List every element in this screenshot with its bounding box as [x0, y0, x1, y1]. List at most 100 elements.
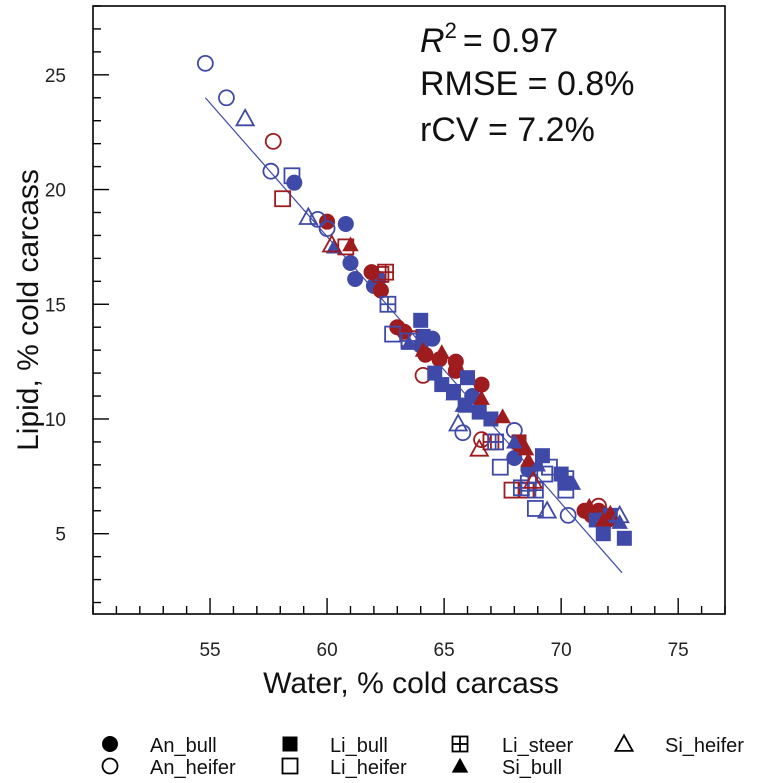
data-point — [218, 89, 235, 107]
data-point — [559, 506, 577, 524]
regression-line-path — [204, 97, 623, 574]
data-point — [520, 452, 537, 467]
data-point — [454, 424, 472, 442]
data-point — [318, 220, 336, 237]
r2-value: = 0.97 — [463, 22, 558, 60]
legend-label: Li_heifer — [330, 757, 407, 779]
data-point — [527, 481, 544, 499]
data-point — [342, 254, 359, 271]
data-point — [264, 132, 282, 150]
data-point — [473, 376, 490, 393]
rcv-text: rCV = 7.2% — [420, 111, 595, 149]
legend-item-li-heifer: Li_heifer — [281, 757, 407, 779]
x-tick-label: 55 — [199, 640, 220, 661]
data-point — [491, 458, 509, 476]
r2-exponent: 2 — [445, 18, 457, 43]
r2-text: R2 = 0.97 — [420, 18, 558, 60]
data-point — [454, 396, 472, 412]
data-point — [487, 433, 505, 451]
data-point — [321, 234, 342, 253]
data-point — [447, 353, 464, 370]
data-point — [469, 438, 490, 457]
legend-label: Li_bull — [330, 735, 388, 757]
data-point — [400, 335, 418, 350]
legend-item-si-heifer: Si_heifer — [613, 733, 744, 757]
data-point — [494, 408, 511, 424]
legend-label: Li_steer — [502, 735, 573, 757]
data-point — [309, 210, 327, 228]
legend-label: An_heifer — [150, 757, 236, 779]
axis-ticks — [92, 5, 726, 614]
regression-line — [204, 97, 623, 574]
data-point — [503, 481, 521, 499]
data-point — [337, 215, 354, 232]
data-point — [433, 344, 451, 360]
data-point — [372, 282, 389, 299]
data-point — [506, 433, 523, 449]
data-point — [298, 206, 319, 225]
tick-labels: 55 60 65 70 75 5 10 15 20 25 — [45, 66, 689, 661]
data-point — [536, 500, 558, 519]
legend-marker — [281, 757, 299, 775]
y-tick-label: 10 — [45, 410, 66, 431]
y-tick-label: 15 — [45, 295, 66, 316]
legend-marker — [613, 733, 635, 752]
data-point — [473, 431, 490, 449]
legend-item-si-bull: Si_bull — [451, 757, 562, 779]
x-tick-label: 70 — [551, 640, 572, 661]
data-point — [347, 271, 364, 288]
data-point — [483, 411, 499, 427]
x-tick-label: 65 — [434, 640, 455, 661]
plot-frame — [92, 5, 726, 615]
legend-marker — [101, 757, 119, 775]
x-axis-label: Water, % cold carcass — [263, 667, 559, 700]
x-tick-label: 60 — [317, 640, 338, 661]
data-points — [196, 54, 632, 546]
legend-label: Si_bull — [502, 757, 562, 779]
y-tick-label: 5 — [55, 525, 66, 546]
y-tick-label: 20 — [45, 181, 66, 202]
data-point — [342, 236, 359, 252]
legend-label: Si_heifer — [665, 735, 744, 757]
data-point — [434, 377, 450, 393]
y-axis-label: Lipid, % cold carcass — [12, 169, 45, 451]
data-point — [580, 497, 598, 513]
data-point — [262, 162, 280, 180]
data-point — [196, 54, 214, 72]
data-point — [377, 263, 394, 281]
legend-item-li-bull: Li_bull — [282, 735, 388, 757]
data-point — [471, 404, 487, 420]
stats-annotation: R2 = 0.97 RMSE = 0.8% rCV = 7.2% — [420, 18, 634, 149]
legend-marker — [451, 735, 469, 753]
data-point — [234, 107, 256, 127]
legend-marker — [102, 736, 118, 752]
data-point — [415, 328, 431, 344]
y-tick-label: 25 — [45, 66, 66, 87]
data-point — [325, 238, 343, 254]
data-point — [529, 456, 546, 472]
legend-label: An_bull — [150, 735, 217, 757]
legend-marker — [451, 757, 469, 773]
data-point — [517, 440, 535, 456]
x-tick-label: 75 — [668, 640, 689, 661]
data-point — [445, 385, 462, 401]
data-point — [557, 481, 575, 499]
legend-item-li-steer: Li_steer — [451, 735, 573, 757]
legend-item-an-bull: An_bull — [102, 735, 217, 757]
data-point — [379, 295, 397, 313]
data-point — [460, 370, 476, 386]
data-point — [384, 325, 402, 343]
data-point — [522, 470, 544, 489]
data-point — [274, 190, 292, 208]
data-point — [616, 530, 632, 546]
data-point — [413, 312, 429, 328]
legend-marker — [282, 736, 298, 752]
data-point — [372, 266, 390, 283]
data-point — [595, 526, 611, 542]
r2-symbol: R — [420, 22, 445, 60]
legend-item-an-heifer: An_heifer — [101, 757, 236, 779]
data-point — [414, 341, 432, 357]
data-point — [427, 365, 443, 381]
